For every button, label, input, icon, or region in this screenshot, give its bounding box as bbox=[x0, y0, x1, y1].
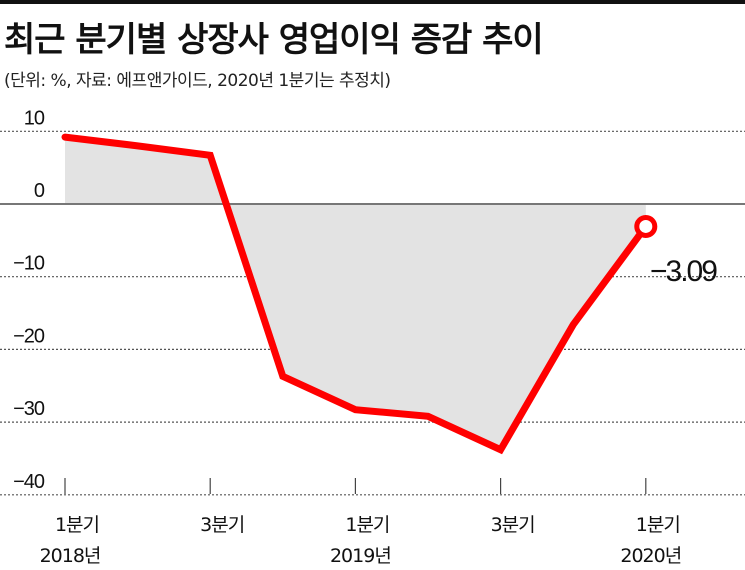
area-fill bbox=[65, 137, 646, 450]
top-border-bar bbox=[0, 0, 745, 4]
y-tick-label: −20 bbox=[13, 325, 45, 347]
last-value-annotation: −3.09 bbox=[650, 255, 717, 288]
y-tick-label: −40 bbox=[13, 471, 45, 493]
chart-subtitle: (단위: %, 자료: 에프앤가이드, 2020년 1분기는 추정치) bbox=[4, 71, 391, 91]
x-tick-quarter-label: 1분기 bbox=[345, 514, 389, 536]
x-tick-year-label: 2020년 bbox=[620, 545, 681, 567]
x-tick-quarter-label: 3분기 bbox=[491, 514, 535, 536]
chart-title: 최근 분기별 상장사 영업이익 증감 추이 bbox=[4, 20, 544, 60]
y-axis: 10 0 −10 −20 −30 −40 bbox=[13, 107, 46, 493]
y-tick-label: 0 bbox=[34, 180, 45, 202]
y-tick-label: −10 bbox=[13, 253, 45, 275]
x-tick-year-label: 2019년 bbox=[330, 545, 391, 567]
last-point-marker bbox=[634, 214, 658, 238]
y-tick-label: −30 bbox=[13, 398, 45, 420]
x-tick-year-label: 2018년 bbox=[40, 545, 101, 567]
y-tick-label: 10 bbox=[24, 107, 45, 129]
x-tick-quarter-label: 1분기 bbox=[636, 514, 680, 536]
x-tick-quarter-label: 1분기 bbox=[55, 514, 99, 536]
x-axis: 1분기 2018년 3분기 1분기 2019년 3분기 1분기 2020년 bbox=[40, 478, 682, 567]
data-line bbox=[61, 133, 650, 455]
x-tick-quarter-label: 3분기 bbox=[200, 514, 244, 536]
